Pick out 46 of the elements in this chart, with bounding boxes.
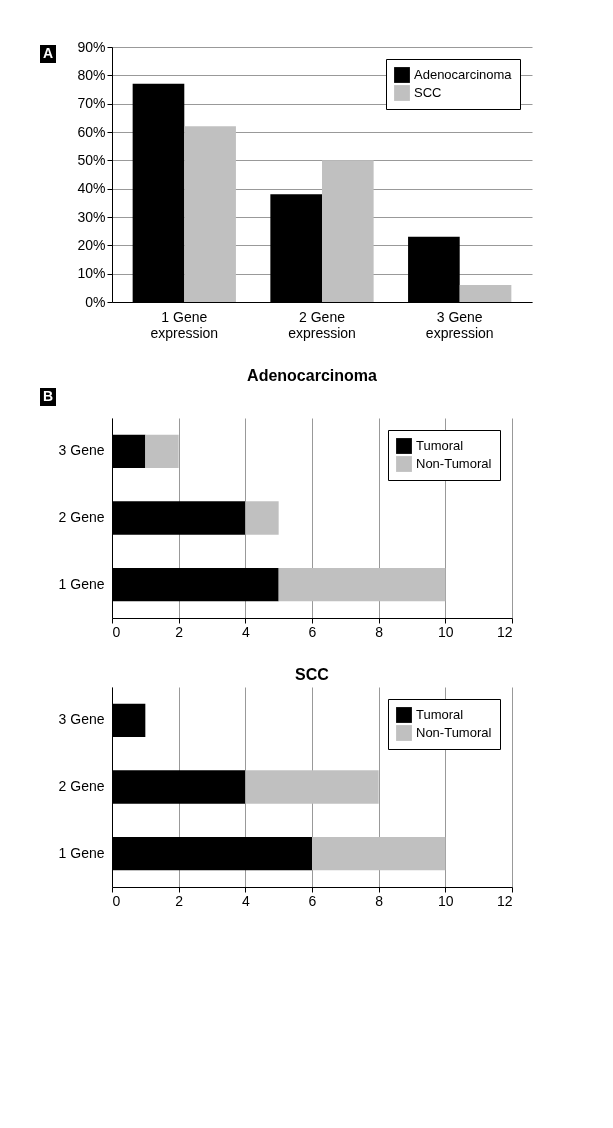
y-tick-label: 60% <box>77 123 106 140</box>
x-tick-label: 2 Gene expression <box>288 308 356 341</box>
x-tick-label: 6 <box>308 892 317 909</box>
y-tick-label: 10% <box>77 265 106 282</box>
legend-label: Non-Tumoral <box>416 456 492 471</box>
legend-label: Adenocarcinoma <box>414 67 513 82</box>
x-tick-label: 2 <box>175 623 184 640</box>
x-tick-label: 12 <box>496 623 513 640</box>
legend-label: Tumoral <box>416 707 464 722</box>
y-tick-label: 80% <box>77 66 106 83</box>
y-tick-label: 40% <box>77 180 106 197</box>
y-tick-label: 3 Gene <box>58 442 105 459</box>
legend-label: SCC <box>414 85 442 100</box>
y-tick-label: 2 Gene <box>58 509 105 525</box>
y-tick-label: 20% <box>77 236 106 253</box>
x-tick-label: 4 <box>241 892 250 909</box>
x-tick-label: 3 Gene expression <box>425 308 494 341</box>
y-tick-label: 1 Gene <box>58 844 105 861</box>
x-tick-label: 2 <box>175 892 184 909</box>
y-tick-label: 50% <box>77 151 106 168</box>
y-tick-label: 0% <box>85 293 106 310</box>
bar <box>322 160 374 302</box>
y-tick-label: 70% <box>77 95 106 112</box>
x-tick-label: 0 <box>112 892 121 909</box>
x-tick-label: 10 <box>438 892 454 909</box>
text: A <box>42 45 54 61</box>
text: B <box>42 388 54 404</box>
x-tick-label: 8 <box>375 892 384 909</box>
bar <box>459 285 512 302</box>
chart-title: Adenocarcinoma <box>247 367 378 384</box>
y-tick-label: 3 Gene <box>58 711 105 728</box>
y-tick-label: 1 Gene <box>58 575 105 592</box>
x-tick-label: 4 <box>241 623 250 640</box>
y-tick-label: 90% <box>77 38 106 55</box>
bar <box>184 126 236 302</box>
x-tick-label: 12 <box>496 892 513 909</box>
chart-title: SCC <box>295 666 330 683</box>
x-tick-label: 1 Gene expression <box>150 308 219 341</box>
x-tick-label: 10 <box>438 623 454 640</box>
x-tick-label: 8 <box>375 623 384 640</box>
y-tick-label: 30% <box>77 208 106 225</box>
x-tick-label: 0 <box>112 623 121 640</box>
y-tick-label: 2 Gene <box>58 778 105 794</box>
x-tick-label: 6 <box>308 623 317 640</box>
legend-label: Non-Tumoral <box>416 725 492 740</box>
legend-label: Tumoral <box>416 438 464 453</box>
